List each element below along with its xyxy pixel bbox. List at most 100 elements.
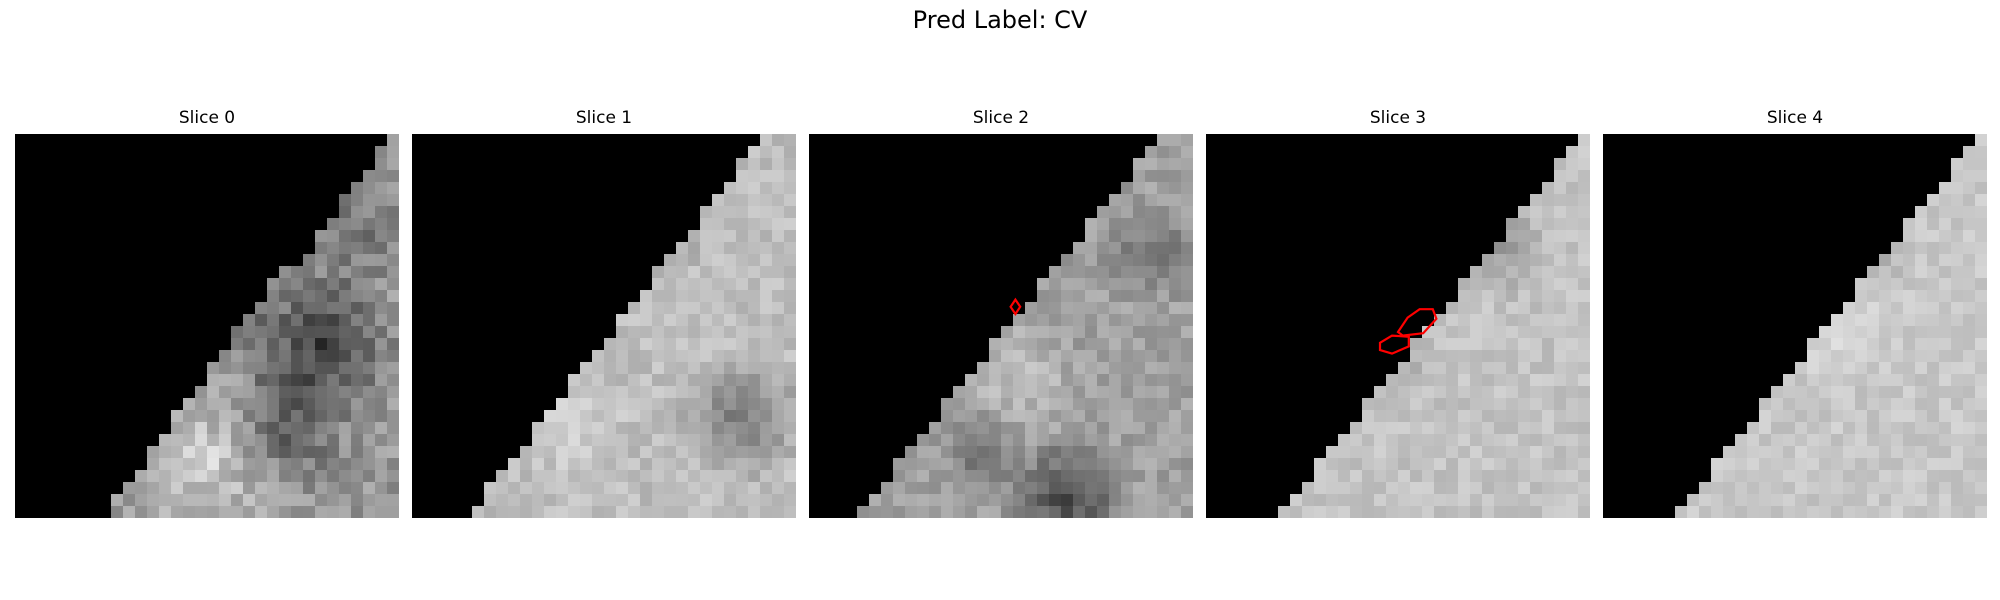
pixel-cell: [965, 482, 977, 494]
pixel-cell: [1723, 494, 1735, 506]
pixel-cell: [724, 182, 736, 194]
pixel-cell: [1566, 218, 1578, 230]
pixel-cell: [784, 506, 796, 518]
pixel-cell: [279, 338, 291, 350]
pixel-cell: [1783, 494, 1795, 506]
pixel-cell: [736, 410, 748, 422]
pixel-cell: [339, 254, 351, 266]
pixel-cell: [255, 506, 267, 518]
pixel-cell: [1939, 218, 1951, 230]
pixel-cell: [1566, 338, 1578, 350]
pixel-cell: [1518, 350, 1530, 362]
pixel-cell: [1578, 326, 1590, 338]
pixel-cell: [1819, 446, 1831, 458]
pixel-cell: [1169, 182, 1181, 194]
pixel-cell: [1939, 314, 1951, 326]
pixel-cell: [1145, 170, 1157, 182]
pixel-cell: [989, 458, 1001, 470]
pixel-cell: [748, 434, 760, 446]
pixel-cell: [183, 494, 195, 506]
pixel-cell: [1145, 266, 1157, 278]
pixel-cell: [135, 470, 147, 482]
pixel-cell: [1422, 398, 1434, 410]
pixel-cell: [315, 386, 327, 398]
pixel-cell: [1037, 434, 1049, 446]
pixel-cell: [339, 482, 351, 494]
pixel-cell: [760, 362, 772, 374]
pixel-cell: [1181, 434, 1193, 446]
pixel-cell: [1374, 458, 1386, 470]
pixel-cell: [748, 146, 760, 158]
pixel-cell: [327, 494, 339, 506]
pixel-cell: [532, 446, 544, 458]
pixel-cell: [580, 482, 592, 494]
pixel-cell: [977, 422, 989, 434]
pixel-cell: [1963, 182, 1975, 194]
pixel-cell: [243, 386, 255, 398]
pixel-cell: [1542, 470, 1554, 482]
pixel-cell: [267, 374, 279, 386]
pixel-cell: [1855, 446, 1867, 458]
pixel-cell: [1554, 182, 1566, 194]
pixel-cell: [219, 350, 231, 362]
pixel-cell: [1530, 254, 1542, 266]
pixel-cell: [724, 398, 736, 410]
pixel-cell: [724, 482, 736, 494]
pixel-cell: [1458, 302, 1470, 314]
pixel-cell: [1374, 410, 1386, 422]
pixel-cell: [700, 494, 712, 506]
pixel-cell: [1145, 434, 1157, 446]
pixel-cell: [1422, 482, 1434, 494]
pixel-cell: [712, 326, 724, 338]
pixel-cell: [375, 242, 387, 254]
pixel-cell: [1482, 458, 1494, 470]
pixel-cell: [1783, 398, 1795, 410]
pixel-cell: [255, 398, 267, 410]
pixel-cell: [159, 494, 171, 506]
pixel-cell: [736, 290, 748, 302]
pixel-cell: [784, 134, 796, 146]
pixel-cell: [1410, 506, 1422, 518]
pixel-cell: [784, 266, 796, 278]
pixel-cell: [1157, 410, 1169, 422]
pixel-cell: [1963, 338, 1975, 350]
pixel-cell: [339, 410, 351, 422]
pixel-cell: [351, 386, 363, 398]
pixel-cell: [1133, 386, 1145, 398]
pixel-cell: [387, 386, 399, 398]
pixel-cell: [231, 434, 243, 446]
pixel-cell: [1121, 326, 1133, 338]
pixel-cell: [1085, 398, 1097, 410]
pixel-cell: [1025, 458, 1037, 470]
pixel-cell: [1554, 314, 1566, 326]
pixel-cell: [1506, 446, 1518, 458]
pixel-cell: [1169, 170, 1181, 182]
pixel-cell: [1771, 398, 1783, 410]
pixel-cell: [1795, 398, 1807, 410]
pixel-cell: [1927, 362, 1939, 374]
pixel-cell: [1157, 134, 1169, 146]
pixel-cell: [363, 290, 375, 302]
pixel-cell: [1037, 290, 1049, 302]
pixel-cell: [772, 218, 784, 230]
pixel-cell: [387, 158, 399, 170]
pixel-cell: [1891, 386, 1903, 398]
pixel-cell: [736, 278, 748, 290]
pixel-cell: [1025, 446, 1037, 458]
pixel-cell: [772, 386, 784, 398]
pixel-cell: [1963, 278, 1975, 290]
pixel-cell: [1121, 410, 1133, 422]
pixel-cell: [1542, 362, 1554, 374]
pixel-cell: [760, 158, 772, 170]
pixel-cell: [1711, 482, 1723, 494]
pixel-cell: [147, 458, 159, 470]
pixel-cell: [1506, 482, 1518, 494]
pixel-cell: [664, 278, 676, 290]
pixel-cell: [1121, 230, 1133, 242]
pixel-cell: [315, 446, 327, 458]
pixel-cell: [1855, 410, 1867, 422]
pixel-cell: [1927, 506, 1939, 518]
pixel-cell: [1013, 374, 1025, 386]
pixel-cell: [1145, 290, 1157, 302]
pixel-cell: [1578, 314, 1590, 326]
